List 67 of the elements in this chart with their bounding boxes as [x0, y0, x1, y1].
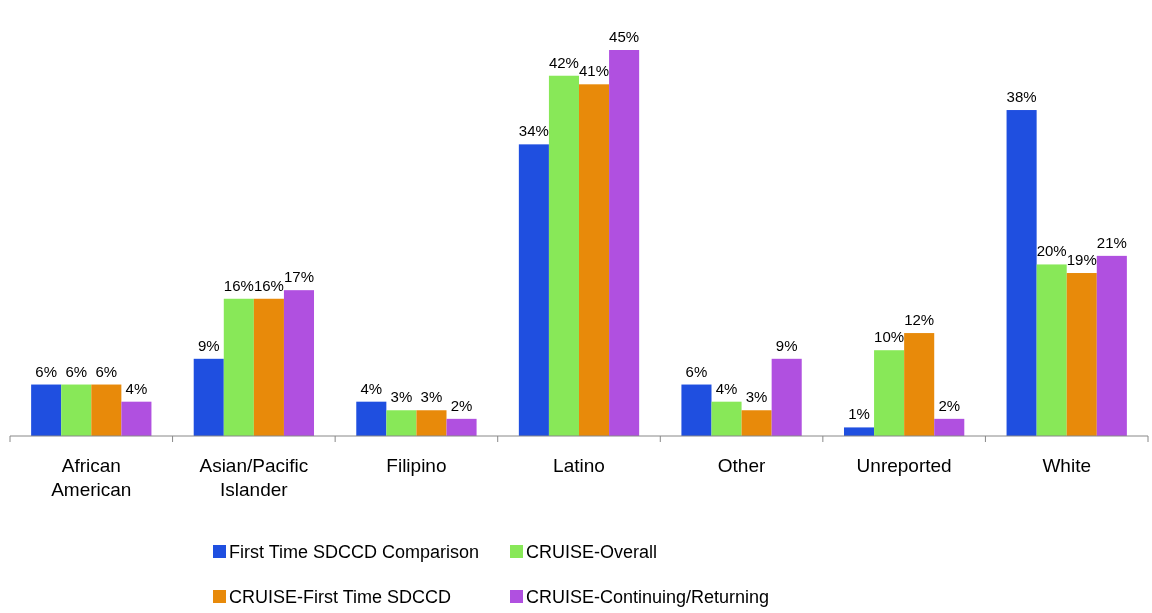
bar	[61, 384, 92, 436]
bar	[31, 384, 62, 436]
x-tick-label: Filipino	[386, 455, 447, 476]
data-label: 2%	[450, 396, 473, 414]
legend-label: First Time SDCCD Comparison	[229, 542, 480, 562]
data-label: 6%	[65, 362, 88, 380]
bar	[446, 418, 477, 436]
bar	[283, 290, 315, 436]
bar	[193, 358, 224, 436]
x-tick-label: White	[1042, 455, 1091, 476]
bar	[121, 401, 152, 436]
bar	[771, 358, 802, 436]
x-tick-label: Latino	[553, 455, 605, 476]
x-tick-label: African American	[51, 455, 132, 500]
data-label: 20%	[1036, 242, 1067, 260]
bar	[609, 50, 640, 436]
data-label: 6%	[685, 362, 708, 380]
data-label: 10%	[874, 328, 905, 346]
bar	[874, 350, 905, 436]
data-label: 3%	[390, 388, 413, 406]
data-label: 9%	[197, 336, 220, 354]
legend-label: CRUISE-Overall	[526, 542, 658, 562]
bar	[91, 384, 122, 436]
bar	[548, 75, 579, 436]
data-label: 6%	[95, 362, 118, 380]
bar	[386, 410, 417, 436]
data-label: 3%	[745, 388, 768, 406]
bar	[904, 333, 935, 436]
bar	[711, 401, 742, 436]
bar	[934, 418, 965, 436]
data-label: 4%	[715, 379, 738, 397]
data-label: 2%	[938, 396, 961, 414]
bar	[1006, 110, 1037, 436]
legend-label: CRUISE-Continuing/Returning	[526, 587, 770, 607]
bar	[356, 401, 387, 436]
bar	[1096, 255, 1127, 436]
data-label: 3%	[420, 388, 443, 406]
bar	[579, 84, 610, 436]
data-label: 16%	[253, 276, 284, 294]
data-label: 34%	[518, 122, 549, 140]
data-label: 4%	[360, 379, 383, 397]
x-tick-label: Unreported	[856, 455, 952, 476]
legend-label: CRUISE-First Time SDCCD	[229, 587, 452, 607]
data-label: 1%	[848, 405, 870, 423]
data-label: 12%	[904, 311, 935, 329]
data-label: 4%	[125, 379, 148, 397]
x-tick-label: Asian/Pacific Islander	[199, 455, 309, 500]
bar	[416, 410, 447, 436]
bar	[843, 427, 875, 436]
bar	[518, 144, 549, 436]
bar	[1036, 264, 1067, 436]
data-label: 41%	[579, 62, 610, 80]
data-label: 38%	[1006, 88, 1037, 106]
data-label: 6%	[35, 362, 58, 380]
bar	[1066, 273, 1097, 436]
bar	[253, 298, 284, 436]
bar	[223, 298, 254, 436]
data-label: 16%	[223, 276, 254, 294]
bar	[741, 410, 772, 436]
data-label: 9%	[775, 336, 798, 354]
data-label: 17%	[283, 268, 314, 286]
x-tick-label: Other	[717, 455, 766, 476]
data-label: 21%	[1096, 233, 1127, 251]
data-label: 42%	[548, 53, 579, 71]
bar	[681, 384, 712, 436]
data-label: 19%	[1066, 251, 1097, 269]
data-label: 45%	[609, 28, 640, 45]
